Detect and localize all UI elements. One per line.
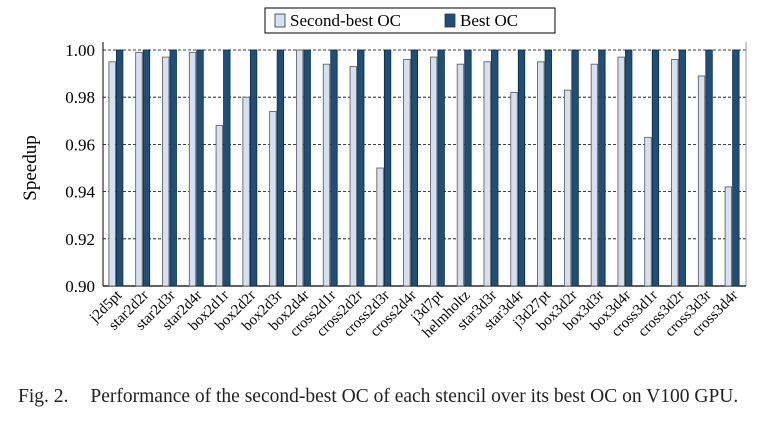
bar-best <box>517 49 526 287</box>
y-tick-label: 0.94 <box>65 183 95 202</box>
legend-swatch <box>444 13 456 28</box>
bar-best <box>598 49 606 287</box>
bar-best <box>223 49 231 287</box>
bar-best <box>303 49 311 287</box>
bar-second-best <box>724 186 733 287</box>
y-tick-label: 1.00 <box>65 41 95 60</box>
bar-best <box>169 49 177 287</box>
bar-second-best <box>644 136 652 287</box>
bar-best <box>625 49 633 287</box>
legend-label: Second-best OC <box>290 11 401 30</box>
bar-best <box>142 49 151 287</box>
bar-second-best <box>671 59 679 287</box>
bar-second-best <box>563 89 572 287</box>
bar-second-best <box>296 49 304 287</box>
y-tick-label: 0.98 <box>65 88 95 107</box>
y-tick-label: 0.90 <box>65 277 95 296</box>
bar-best <box>571 49 579 287</box>
bar-second-best <box>483 61 491 287</box>
bar-second-best <box>215 125 223 287</box>
bar-best <box>437 49 445 287</box>
legend-box <box>264 7 556 34</box>
bar-second-best <box>322 63 331 287</box>
figure-caption: Fig. 2. Performance of the second-best OC… <box>18 384 748 409</box>
bar-best <box>383 49 392 287</box>
bar-best <box>464 49 472 287</box>
bar-second-best <box>376 167 384 287</box>
caption-label: Fig. 2. <box>18 386 69 407</box>
legend-label: Best OC <box>460 11 518 30</box>
bar-best <box>678 49 686 287</box>
bar-second-best <box>429 56 438 287</box>
bar-best <box>249 49 258 287</box>
y-tick-label: 0.96 <box>65 135 95 154</box>
bar-best <box>705 49 713 287</box>
bar-best <box>651 49 660 287</box>
bar-best <box>357 49 365 287</box>
bar-best <box>196 49 204 287</box>
bar-best <box>732 49 740 287</box>
bar-second-best <box>349 66 357 287</box>
bar-best <box>544 49 552 287</box>
bar-best <box>491 49 499 287</box>
y-tick-label: 0.92 <box>65 230 95 249</box>
bar-second-best <box>590 63 599 287</box>
bar-second-best <box>135 51 143 287</box>
bar-second-best <box>108 61 116 287</box>
bar-second-best <box>188 51 197 287</box>
bar-second-best <box>510 92 518 287</box>
bar-best <box>115 49 124 287</box>
bar-second-best <box>697 75 706 287</box>
bar-second-best <box>403 59 411 287</box>
bar-best <box>330 49 338 287</box>
bar-second-best <box>617 56 625 287</box>
caption-text: Performance of the second-best OC of eac… <box>90 386 739 407</box>
bar-best <box>410 49 419 287</box>
bar-second-best <box>162 56 170 287</box>
bar-chart: 0.900.920.940.960.981.00Speedupj2d5ptsta… <box>20 7 747 341</box>
legend-swatch <box>274 13 286 28</box>
bar-best <box>276 49 285 287</box>
bar-second-best <box>456 63 465 287</box>
bar-second-best <box>269 110 277 287</box>
bar-second-best <box>242 96 250 287</box>
y-axis-label: Speedup <box>20 135 41 200</box>
bar-second-best <box>537 61 545 287</box>
